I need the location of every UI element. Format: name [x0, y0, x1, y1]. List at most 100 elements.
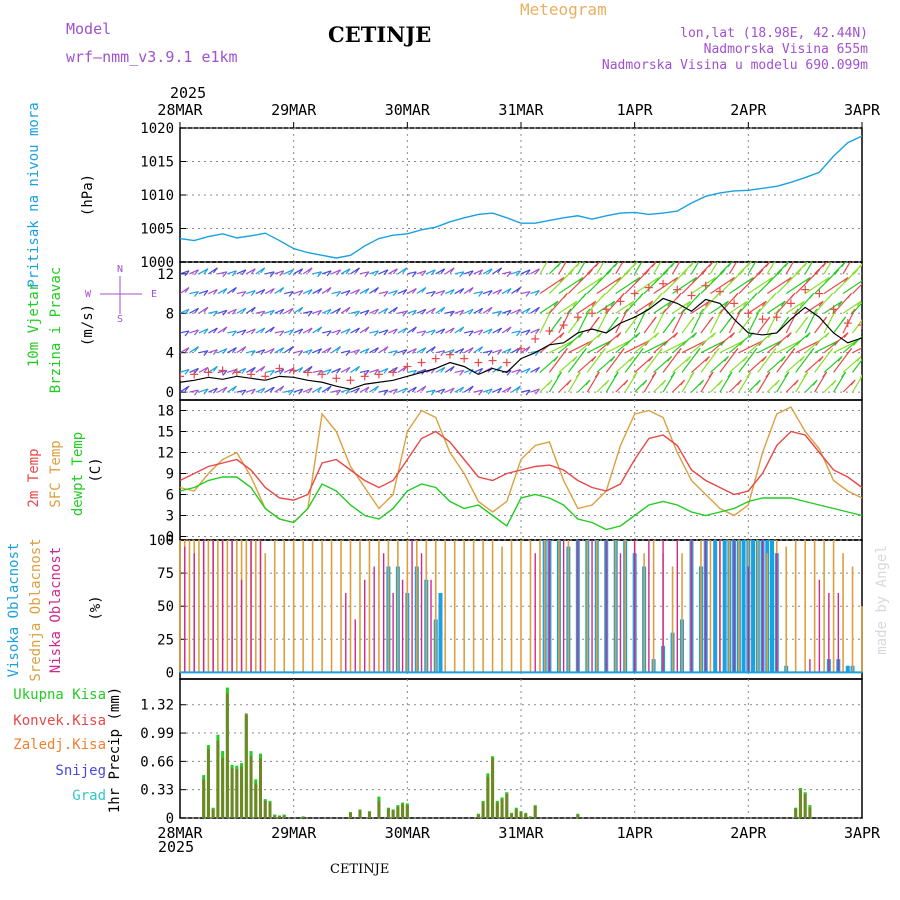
wind-barb-flag [383, 368, 389, 374]
wind-barb [407, 369, 417, 373]
wind-barb-flag [231, 270, 237, 277]
wind-barb-flag [585, 379, 591, 386]
wind-barb-flag [449, 387, 455, 394]
wind-barb [842, 262, 851, 275]
precip-unit: 1hr Precip (mm) [107, 687, 123, 813]
wind-barb-flag [497, 349, 503, 356]
wind-barb-flag [269, 370, 275, 376]
low-cloud-bar [633, 540, 636, 673]
wind-barb-flag [288, 329, 294, 336]
wind-barb-flag [355, 366, 360, 372]
wind-barb [804, 355, 824, 373]
wind-barb-flag [562, 292, 568, 299]
mid-cloud-bar [543, 540, 546, 673]
wind-barb [331, 290, 341, 295]
wind-barb-flag [336, 291, 342, 297]
wind-barb [482, 268, 493, 275]
wind-barb-flag [882, 333, 886, 338]
y-tick-label: 0 [166, 385, 174, 401]
wind-barb-flag [562, 348, 568, 354]
y-tick-label: 1020 [140, 121, 174, 137]
wind-barb-flag [269, 309, 275, 316]
compass-s: S [117, 314, 123, 325]
wind-barb [634, 262, 643, 275]
wind-barb-flag [610, 300, 616, 307]
low-cloud-bar [662, 540, 664, 673]
wind-barb-flag [373, 270, 379, 277]
precip-conv-bar [263, 800, 267, 818]
mid-cloud-bar [539, 540, 541, 673]
wind-barb-flag [661, 308, 667, 315]
wind-barb-flag [841, 262, 847, 268]
wind-barb-flag [478, 346, 484, 353]
wind-barb-flag [775, 254, 779, 259]
wind-barb-flag [222, 271, 228, 278]
wind-barb-flag [194, 329, 199, 336]
mid-cloud-bar [378, 540, 380, 673]
wind-barb [852, 263, 862, 275]
wind-barb-flag [506, 370, 512, 376]
wind-barb [369, 330, 379, 334]
wind-barb [416, 347, 427, 354]
wind-barb-flag [506, 288, 512, 294]
wind-barb-flag [670, 316, 676, 323]
wind-barb [378, 389, 389, 393]
wind-barb-flag [241, 291, 247, 297]
low-cloud-bar [818, 579, 821, 673]
wind-barb-flag [421, 385, 427, 392]
low-cloud-bar [420, 553, 423, 673]
wind-barb-flag [364, 309, 370, 316]
wind-barb-flag [771, 292, 777, 299]
precip-conv-bar [533, 805, 537, 818]
wind-barb-flag [459, 288, 465, 294]
wind-barb [397, 327, 408, 334]
mid-cloud-bar [861, 606, 863, 673]
wind-barb-flag [793, 379, 799, 386]
wind-barb-flag [850, 308, 856, 315]
wind-barb [444, 387, 455, 393]
wind-barb [672, 300, 691, 314]
wind-barb [530, 289, 540, 295]
wind-barb [823, 277, 849, 295]
wind-barb-flag [430, 307, 436, 314]
compass-w: W [85, 289, 92, 300]
wind-barb-flag [430, 329, 436, 336]
wind-barb [634, 277, 659, 295]
mid-cloud-bar [425, 540, 428, 673]
wind-barb [255, 349, 265, 354]
wind-barb [397, 349, 408, 354]
wind-barb-flag [761, 356, 767, 362]
wind-barb-flag [506, 326, 512, 333]
wind-barb-flag [689, 371, 695, 378]
low-cloud-bar [373, 566, 375, 673]
precip-conv-bar [486, 776, 490, 818]
precip-conv-bar [510, 813, 514, 818]
wind-barb-flag [212, 387, 218, 394]
wind-barb-flag [516, 369, 521, 375]
wind-barb [359, 369, 370, 373]
wind-barb-flag [326, 347, 332, 354]
wind-barb [577, 277, 603, 295]
mid-cloud-bar [832, 540, 835, 673]
wind-barb-flag [317, 271, 323, 278]
wind-barb-flag [733, 348, 739, 354]
wind-barb [501, 271, 512, 275]
mid-cloud-bar [416, 540, 418, 673]
wind-barb [852, 283, 862, 294]
wind-barb [473, 269, 483, 275]
wind-barb-flag [525, 389, 531, 396]
low-cloud-bar [648, 540, 650, 673]
wind-barb [340, 268, 351, 275]
wind-barb-flag [478, 329, 484, 336]
wind-barb [530, 366, 540, 373]
wind-barb-flag [392, 388, 398, 395]
mid-cloud-bar [595, 540, 598, 673]
wind-barb [416, 308, 427, 314]
precip-conv-bar [495, 802, 499, 818]
wind-barb-flag [723, 300, 729, 307]
wind-barb [189, 389, 199, 393]
wind-barb-flag [619, 348, 625, 354]
mid-cloud-bar [311, 540, 314, 673]
wind-barb [690, 262, 700, 275]
wind-barb-flag [624, 254, 628, 259]
